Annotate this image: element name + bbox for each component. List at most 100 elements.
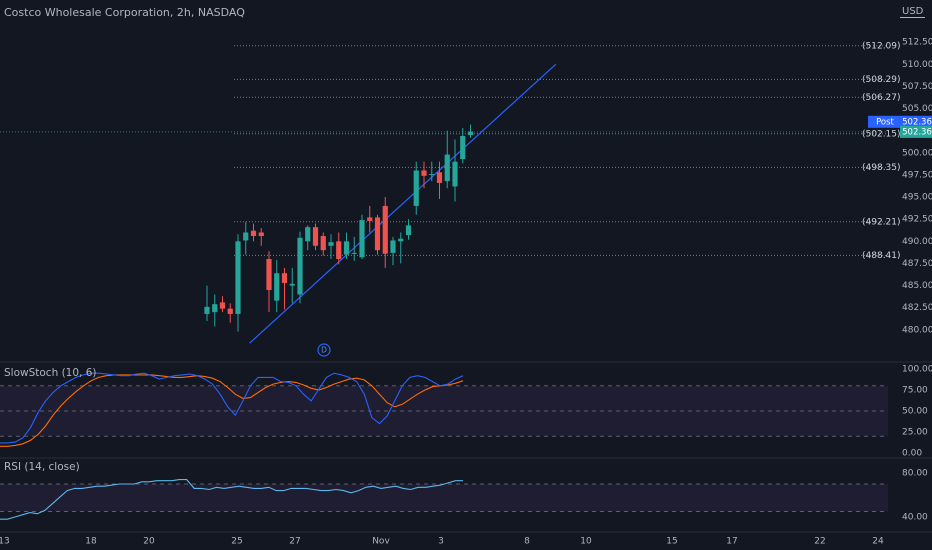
candle-body bbox=[212, 304, 218, 313]
price-tick-label: 492.50 bbox=[902, 215, 932, 225]
candle-body bbox=[204, 306, 210, 314]
rsi-line bbox=[0, 479, 463, 520]
candle bbox=[444, 130, 450, 189]
candle-body bbox=[405, 225, 412, 236]
candle-body bbox=[297, 237, 303, 295]
currency-selector[interactable]: USD bbox=[900, 6, 926, 18]
candle bbox=[235, 234, 241, 332]
rsi-title: RSI (14, close) bbox=[4, 461, 80, 473]
candle-body bbox=[258, 232, 264, 237]
candle bbox=[343, 232, 350, 260]
price-level-label: (488.41) bbox=[862, 251, 901, 261]
price-tick-label: 500.00 bbox=[902, 148, 932, 158]
price-level-label: (502.15) bbox=[862, 129, 901, 139]
x-tick-label: 17 bbox=[726, 537, 737, 547]
candle-body bbox=[374, 217, 381, 251]
post-badge-label: Post bbox=[876, 117, 894, 127]
stoch-title: SlowStoch (10, 6) bbox=[4, 367, 97, 379]
candle-body bbox=[429, 174, 435, 176]
price-tick-label: 497.50 bbox=[902, 170, 932, 180]
x-tick-label: Nov bbox=[372, 537, 390, 547]
post-badge-value-bg bbox=[900, 115, 932, 128]
candle bbox=[436, 161, 443, 199]
x-tick-label: 22 bbox=[814, 537, 825, 547]
candle bbox=[452, 139, 458, 202]
x-tick-label: 27 bbox=[289, 537, 300, 547]
candle bbox=[390, 236, 396, 266]
candle-body bbox=[320, 236, 326, 251]
price-tick-label: 507.50 bbox=[902, 82, 932, 92]
x-tick-label: 8 bbox=[524, 537, 530, 547]
x-tick-label: 3 bbox=[438, 537, 444, 547]
candle-body bbox=[343, 241, 350, 255]
candle bbox=[243, 221, 249, 255]
price-tick-label: 485.00 bbox=[902, 281, 932, 291]
candle bbox=[212, 294, 218, 327]
post-badge-label-bg bbox=[868, 115, 902, 128]
stoch-tick-label: 25.00 bbox=[902, 428, 928, 438]
candle bbox=[219, 296, 226, 313]
candle bbox=[305, 225, 311, 251]
price-level-label: (508.29) bbox=[862, 75, 901, 85]
candle-body bbox=[351, 252, 357, 254]
candle bbox=[374, 214, 381, 255]
rsi-band bbox=[0, 484, 888, 512]
price-level-label: (506.27) bbox=[862, 93, 901, 103]
candle-body bbox=[227, 308, 233, 314]
candle bbox=[281, 267, 288, 310]
stoch-tick-label: 0.00 bbox=[902, 449, 922, 459]
candle-body bbox=[289, 283, 295, 286]
stoch-tick-label: 75.00 bbox=[902, 386, 928, 396]
candle-body bbox=[336, 241, 342, 260]
candle-body bbox=[243, 232, 249, 241]
price-tick-label: 512.50 bbox=[902, 38, 932, 48]
close-badge-value: 502.36 bbox=[902, 127, 932, 137]
price-level-label: (492.21) bbox=[862, 217, 901, 227]
event-marker-icon bbox=[317, 343, 331, 357]
candle-body bbox=[328, 242, 334, 246]
candle-body bbox=[452, 161, 458, 187]
price-tick-label: 490.00 bbox=[902, 237, 932, 247]
candle bbox=[297, 231, 303, 304]
candle-body bbox=[421, 170, 427, 176]
x-tick-label: 20 bbox=[143, 537, 155, 547]
candle-body bbox=[312, 227, 319, 246]
candle bbox=[204, 285, 210, 322]
rsi-tick-label: 40.00 bbox=[902, 513, 928, 523]
candle-body bbox=[390, 240, 396, 253]
candle bbox=[405, 219, 412, 240]
candle-body bbox=[266, 259, 272, 291]
candle-body bbox=[436, 172, 443, 183]
candle bbox=[250, 223, 257, 242]
candle bbox=[312, 223, 319, 251]
candle bbox=[413, 161, 419, 215]
candle bbox=[460, 128, 466, 164]
price-level-label: (512.09) bbox=[862, 41, 901, 51]
candle bbox=[421, 161, 427, 189]
candle-body bbox=[219, 302, 226, 309]
stoch-tick-label: 50.00 bbox=[902, 407, 928, 417]
x-tick-label: 10 bbox=[580, 537, 592, 547]
close-badge-bg bbox=[900, 125, 932, 138]
price-tick-label: 482.50 bbox=[902, 303, 932, 313]
price-tick-label: 495.00 bbox=[902, 193, 932, 203]
candle bbox=[274, 259, 280, 313]
candle bbox=[382, 197, 388, 268]
trendline bbox=[249, 63, 557, 344]
candle-body bbox=[444, 154, 450, 182]
candle-body bbox=[413, 170, 419, 206]
stoch-d-line bbox=[0, 374, 464, 447]
x-tick-label: 18 bbox=[85, 537, 97, 547]
candle-body bbox=[467, 131, 474, 136]
candle bbox=[266, 251, 272, 313]
price-level-label: (498.35) bbox=[862, 163, 901, 173]
price-tick-label: 487.50 bbox=[902, 259, 932, 269]
candle bbox=[328, 234, 334, 260]
x-tick-label: 13 bbox=[0, 537, 10, 547]
candle-body bbox=[398, 238, 404, 242]
candle bbox=[320, 232, 326, 256]
candle bbox=[429, 161, 435, 182]
candle bbox=[359, 214, 365, 260]
candle bbox=[367, 205, 373, 233]
